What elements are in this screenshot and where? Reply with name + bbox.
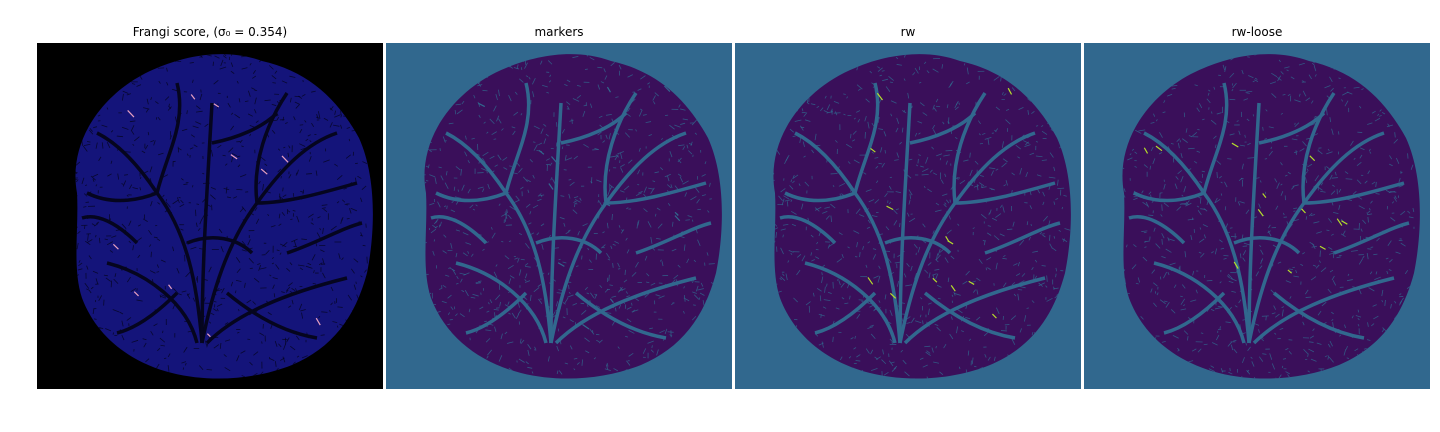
- rw-svg: [735, 43, 1081, 389]
- vessel: [116, 291, 179, 335]
- panel-title-markers: markers: [534, 25, 584, 39]
- vessel: [853, 82, 880, 194]
- vessel: [1128, 215, 1186, 245]
- vessel: [200, 131, 338, 344]
- retina-region: [75, 54, 373, 379]
- vessel: [1303, 181, 1405, 205]
- image-frangi-score: [37, 43, 383, 389]
- vessel: [954, 181, 1056, 205]
- vessel: [1252, 276, 1395, 345]
- markers-svg: [386, 43, 732, 389]
- vessel: [1202, 82, 1229, 194]
- panel-title-rw-loose: rw-loose: [1231, 25, 1283, 39]
- vessel: [898, 131, 1036, 344]
- vessel: [784, 191, 856, 203]
- vessel: [903, 276, 1046, 345]
- vessel: [1143, 131, 1251, 344]
- vessel: [554, 276, 697, 345]
- vessel: [560, 111, 628, 145]
- vessel: [200, 102, 214, 344]
- vessel: [430, 215, 488, 245]
- vessel: [445, 131, 553, 344]
- vessel: [225, 291, 318, 340]
- vessel: [1163, 291, 1226, 335]
- vessel: [898, 102, 912, 344]
- vessel: [952, 92, 987, 204]
- vessel: [549, 102, 563, 344]
- vessel: [574, 291, 667, 340]
- retina-region: [773, 54, 1071, 379]
- vessel: [211, 111, 279, 145]
- vessel: [603, 92, 638, 204]
- vessel: [106, 261, 199, 344]
- vessel: [535, 236, 603, 255]
- vessel: [549, 131, 687, 344]
- vessel: [804, 261, 897, 344]
- image-rw-loose: [1084, 43, 1430, 389]
- vessel: [504, 82, 531, 194]
- vessel: [1133, 191, 1205, 203]
- texture-speckle: [75, 54, 369, 379]
- vessel: [779, 215, 837, 245]
- vessel: [86, 191, 158, 203]
- vessel: [605, 181, 707, 205]
- vessel: [1233, 236, 1301, 255]
- vessel: [984, 221, 1061, 255]
- vessel: [814, 291, 877, 335]
- vessel: [155, 82, 182, 194]
- vessel: [435, 191, 507, 203]
- rw-loose-svg: [1084, 43, 1430, 389]
- vessel: [1153, 261, 1246, 344]
- vessel: [1247, 102, 1261, 344]
- retina-region: [424, 54, 722, 379]
- vessel: [1247, 131, 1385, 344]
- image-rw: [735, 43, 1081, 389]
- vessel: [96, 131, 204, 344]
- retina-region: [1122, 54, 1420, 379]
- vessel: [205, 276, 348, 345]
- frangi-svg: [37, 43, 383, 389]
- texture-speckle: [773, 54, 1071, 379]
- vessel: [909, 111, 977, 145]
- vessel: [1333, 221, 1410, 255]
- vessel: [186, 236, 254, 255]
- vessel: [254, 92, 289, 204]
- vessel: [465, 291, 528, 335]
- vessel: [256, 181, 358, 205]
- vessel: [81, 215, 139, 245]
- vessel: [1258, 111, 1326, 145]
- vessel: [1272, 291, 1365, 340]
- texture-speckle: [424, 54, 717, 379]
- image-markers: [386, 43, 732, 389]
- vessel: [923, 291, 1016, 340]
- vessel: [635, 221, 712, 255]
- vessel: [1301, 92, 1336, 204]
- vessel: [884, 236, 952, 255]
- vessel: [286, 221, 363, 255]
- vessel: [455, 261, 548, 344]
- panel-title-rw: rw: [900, 25, 916, 39]
- panel-title-frangi: Frangi score, (σ₀ = 0.354): [132, 25, 288, 39]
